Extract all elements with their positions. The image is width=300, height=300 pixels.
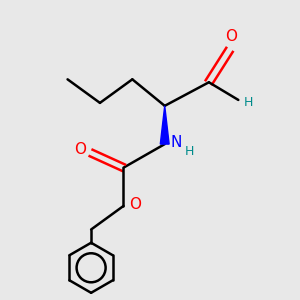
Text: N: N: [170, 135, 182, 150]
Text: O: O: [225, 29, 237, 44]
Text: H: H: [244, 96, 253, 110]
Text: O: O: [74, 142, 86, 158]
Text: O: O: [129, 197, 141, 212]
Text: H: H: [185, 145, 194, 158]
Polygon shape: [160, 106, 169, 144]
